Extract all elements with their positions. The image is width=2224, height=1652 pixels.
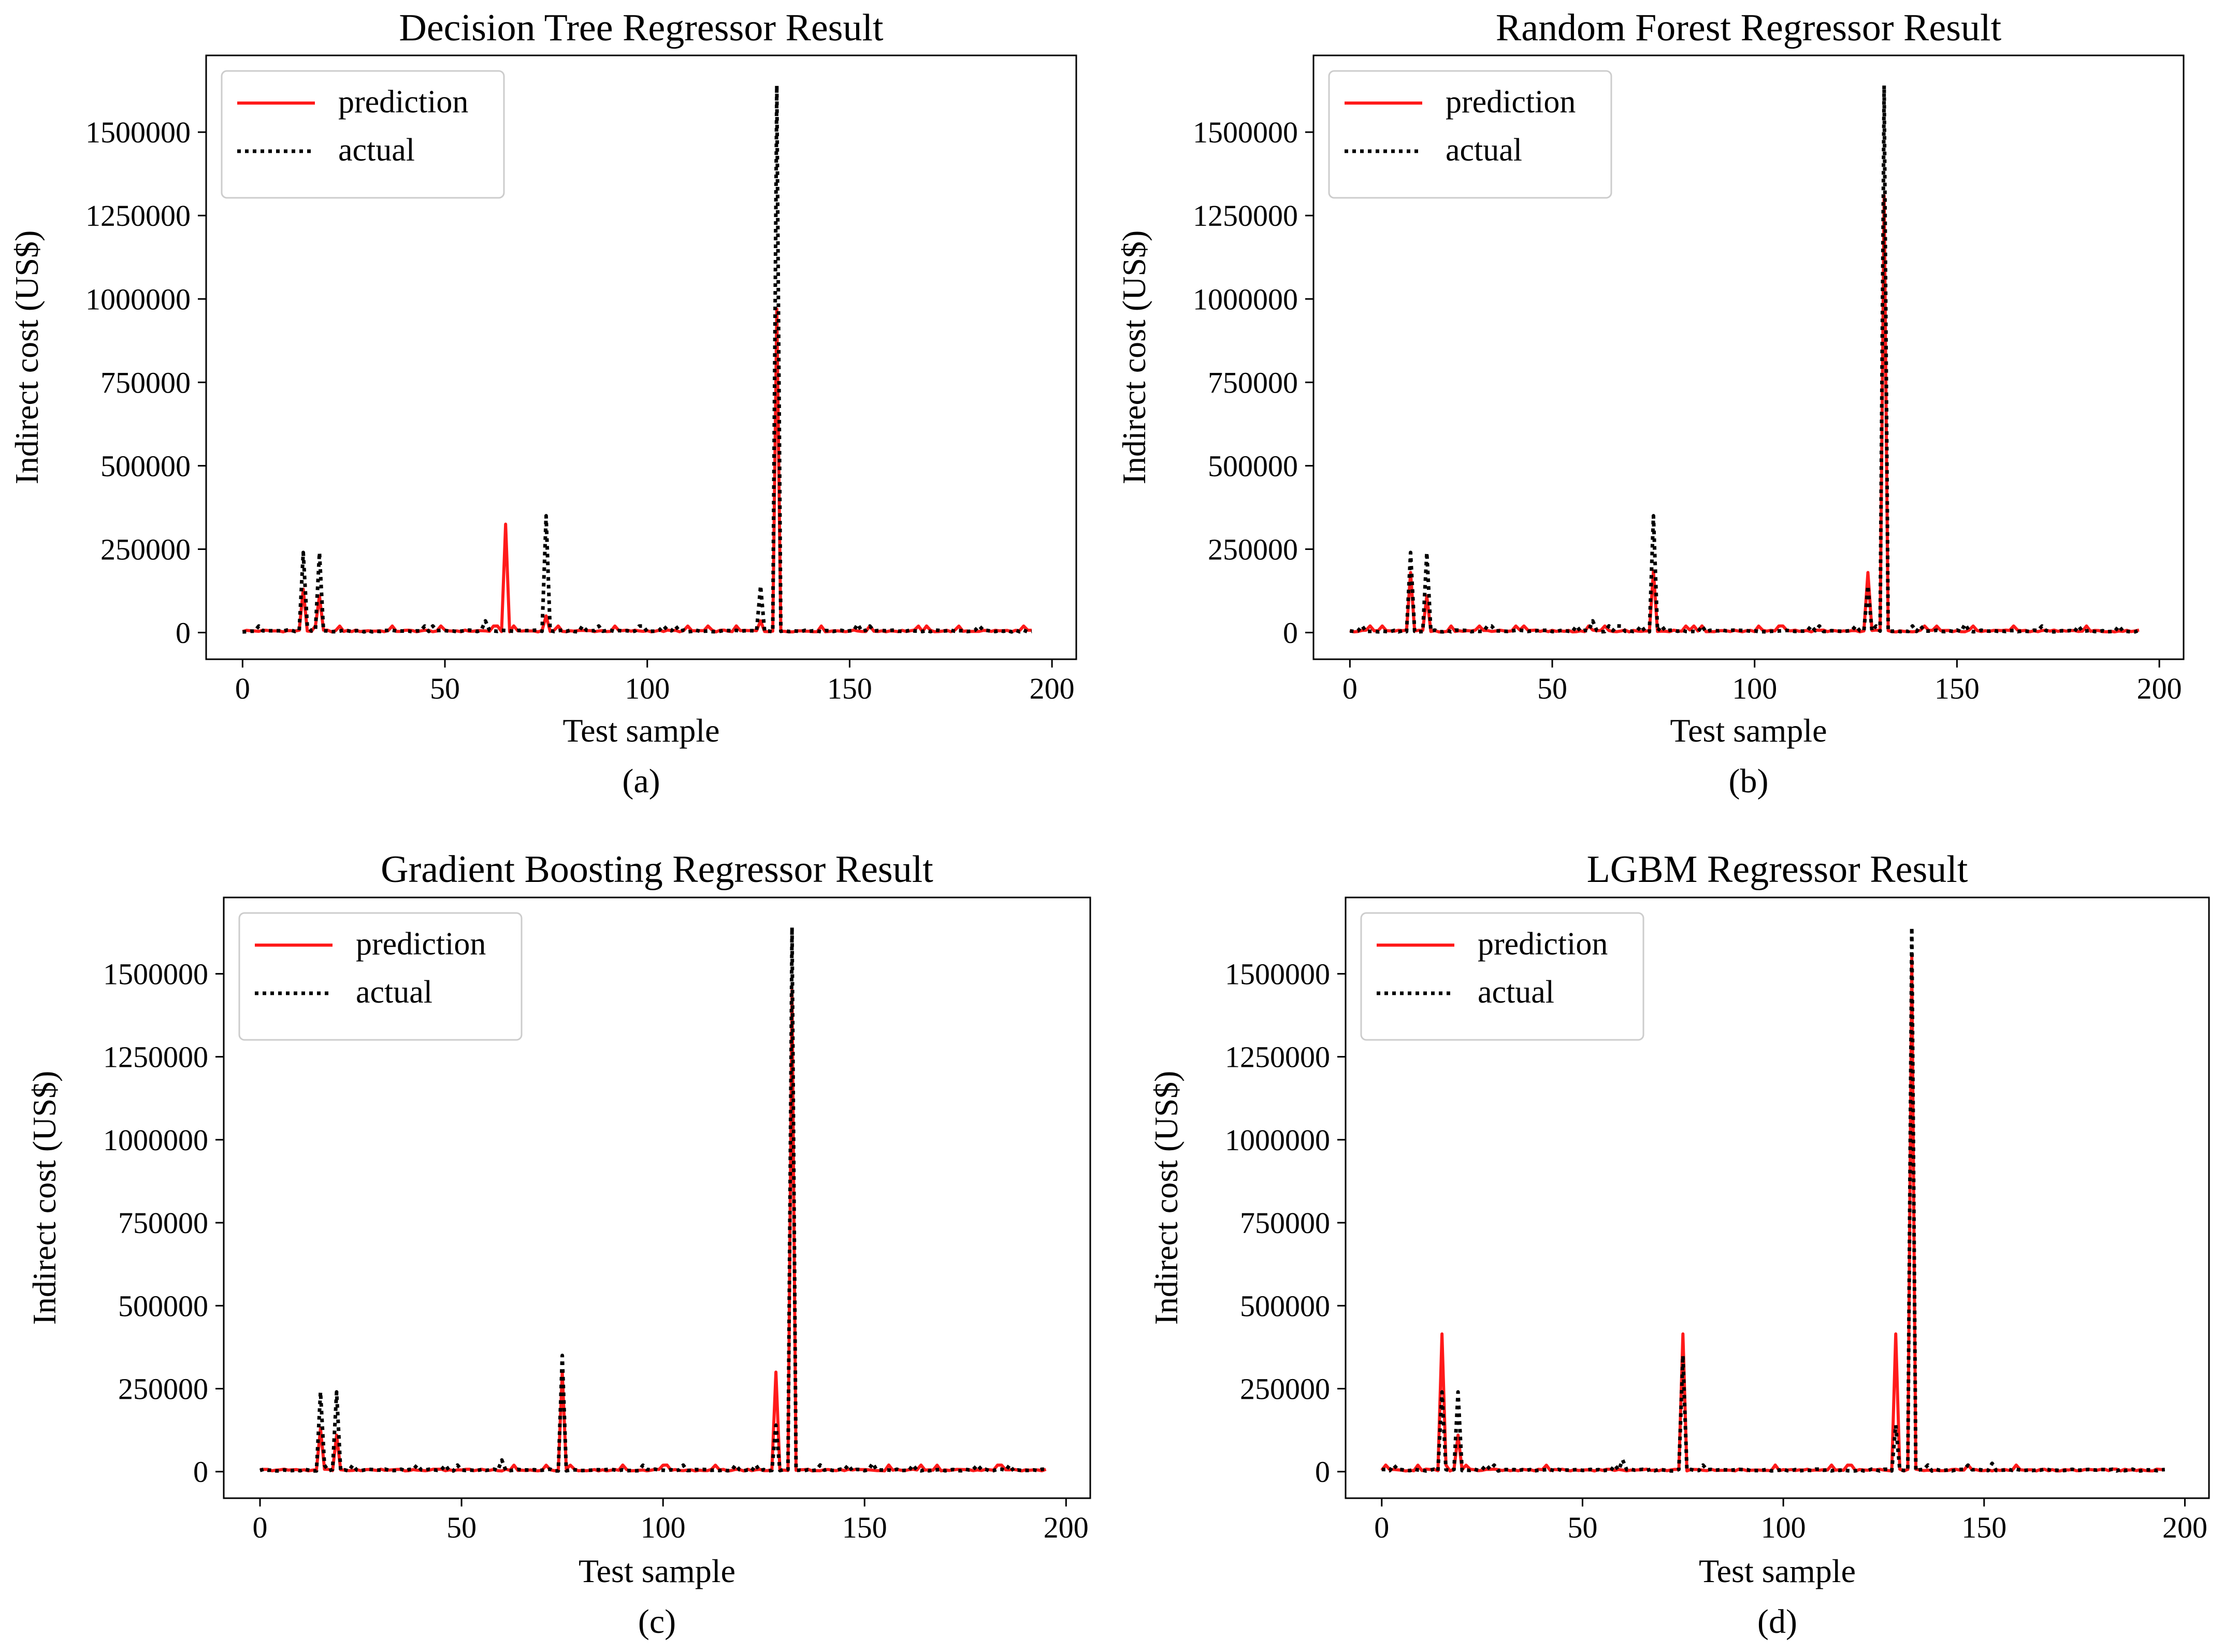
- legend: prediction actual: [238, 912, 523, 1041]
- x-axis-label: Test sample: [563, 712, 720, 749]
- plot-lines: [242, 83, 1032, 634]
- panel-caption: (c): [638, 1603, 676, 1641]
- legend-label-prediction: prediction: [356, 926, 486, 962]
- legend-label-actual: actual: [1478, 975, 1554, 1010]
- series-line-actual: [242, 83, 1032, 634]
- y-tick-label: 500000: [118, 1289, 208, 1323]
- y-tick-label: 1500000: [103, 957, 208, 991]
- series-line-prediction: [259, 989, 1047, 1473]
- panel-caption: (d): [1757, 1603, 1797, 1641]
- y-tick-label: 750000: [100, 366, 191, 399]
- plot-frame: [223, 896, 1091, 1499]
- legend: prediction actual: [1328, 70, 1612, 199]
- x-tick-label: 150: [842, 1511, 887, 1544]
- series-line-prediction: [1349, 194, 2140, 634]
- plot-frame: [1312, 54, 2185, 660]
- y-tick-label: 250000: [1240, 1372, 1330, 1406]
- y-tick-label: 750000: [118, 1206, 208, 1240]
- x-axis-label: Test sample: [1699, 1553, 1856, 1589]
- x-tick-label: 50: [430, 672, 460, 705]
- y-tick-label: 1500000: [85, 115, 191, 149]
- y-tick-label: 500000: [100, 449, 191, 483]
- chart-title: Decision Tree Regressor Result: [399, 7, 884, 49]
- legend-label-prediction: prediction: [1478, 926, 1608, 962]
- legend: prediction actual: [1360, 912, 1644, 1041]
- y-tick-label: 500000: [1240, 1289, 1330, 1323]
- panel-c: 0 50 100 150 200 0 250000 500000 750000 1000000 12…: [26, 848, 1091, 1641]
- legend-label-actual: actual: [1446, 133, 1522, 168]
- legend-label-actual: actual: [338, 133, 415, 168]
- plot-frame: [205, 54, 1077, 660]
- x-tick-label: 150: [1961, 1511, 2006, 1544]
- y-tick-label: 250000: [1208, 532, 1298, 566]
- y-tick-label: 1000000: [1225, 1123, 1330, 1157]
- panel-caption: (a): [622, 762, 660, 800]
- x-tick-label: 200: [1030, 672, 1075, 705]
- x-tick-label: 150: [827, 672, 872, 705]
- y-tick-label: 1500000: [1225, 957, 1330, 991]
- y-tick-label: 0: [1283, 616, 1298, 649]
- panel-caption: (b): [1729, 762, 1769, 800]
- plot-lines: [1349, 83, 2140, 634]
- x-tick-label: 0: [1342, 672, 1357, 705]
- x-tick-label: 50: [1567, 1511, 1597, 1544]
- y-tick-label: 1250000: [1193, 199, 1298, 233]
- y-tick-label: 1250000: [1225, 1040, 1330, 1074]
- chart-title: Random Forest Regressor Result: [1496, 7, 2002, 49]
- y-tick-label: 0: [1315, 1455, 1330, 1489]
- y-tick-label: 500000: [1208, 449, 1298, 483]
- plot-frame: [1345, 896, 2210, 1499]
- chart-title: Gradient Boosting Regressor Result: [381, 848, 933, 891]
- y-axis-label: Indirect cost (US$): [1148, 1071, 1185, 1325]
- plot-lines: [259, 925, 1047, 1473]
- legend: prediction actual: [221, 70, 505, 199]
- x-tick-label: 100: [625, 672, 670, 705]
- series-line-prediction: [242, 307, 1032, 634]
- panel-d: 0 50 100 150 200 0 250000 500000 750000 1000000 12…: [1148, 848, 2210, 1641]
- series-line-actual: [259, 925, 1046, 1473]
- x-tick-label: 0: [235, 672, 250, 705]
- x-tick-label: 200: [1044, 1511, 1089, 1544]
- x-tick-label: 100: [1732, 672, 1777, 705]
- panel-a: 0 50 100 150 200 0 250000 500000 750000 1000000 12…: [8, 7, 1077, 800]
- y-axis-label: Indirect cost (US$): [26, 1071, 63, 1325]
- x-tick-label: 200: [2137, 672, 2182, 705]
- y-tick-label: 1000000: [85, 282, 191, 316]
- y-tick-label: 250000: [100, 532, 191, 566]
- x-tick-label: 50: [446, 1511, 476, 1544]
- x-tick-label: 100: [641, 1511, 686, 1544]
- x-tick-label: 100: [1761, 1511, 1806, 1544]
- y-tick-label: 1000000: [103, 1123, 208, 1157]
- x-tick-label: 50: [1537, 672, 1567, 705]
- legend-label-prediction: prediction: [338, 84, 468, 120]
- panel-b: 0 50 100 150 200 0 250000 500000 750000 1000000 12…: [1116, 7, 2185, 800]
- y-tick-label: 1250000: [103, 1040, 208, 1074]
- y-tick-label: 750000: [1240, 1206, 1330, 1240]
- y-tick-label: 1250000: [85, 199, 191, 233]
- legend-label-prediction: prediction: [1446, 84, 1576, 120]
- plot-lines: [1380, 925, 2165, 1473]
- y-tick-label: 1000000: [1193, 282, 1298, 316]
- y-tick-label: 1500000: [1193, 115, 1298, 149]
- x-axis-label: Test sample: [1670, 712, 1827, 749]
- x-tick-label: 0: [1374, 1511, 1389, 1544]
- x-axis-label: Test sample: [579, 1553, 735, 1589]
- y-tick-label: 750000: [1208, 366, 1298, 399]
- legend-label-actual: actual: [356, 975, 432, 1010]
- x-tick-label: 0: [253, 1511, 268, 1544]
- y-tick-label: 250000: [118, 1372, 208, 1406]
- y-tick-label: 0: [193, 1455, 208, 1489]
- y-tick-label: 0: [176, 616, 191, 649]
- y-axis-label: Indirect cost (US$): [8, 230, 45, 485]
- x-tick-label: 150: [1934, 672, 1980, 705]
- x-tick-label: 200: [2162, 1511, 2207, 1544]
- y-axis-label: Indirect cost (US$): [1116, 230, 1152, 485]
- series-line-actual: [1349, 83, 2140, 634]
- series-line-actual: [1381, 925, 2165, 1473]
- chart-title: LGBM Regressor Result: [1587, 848, 1968, 891]
